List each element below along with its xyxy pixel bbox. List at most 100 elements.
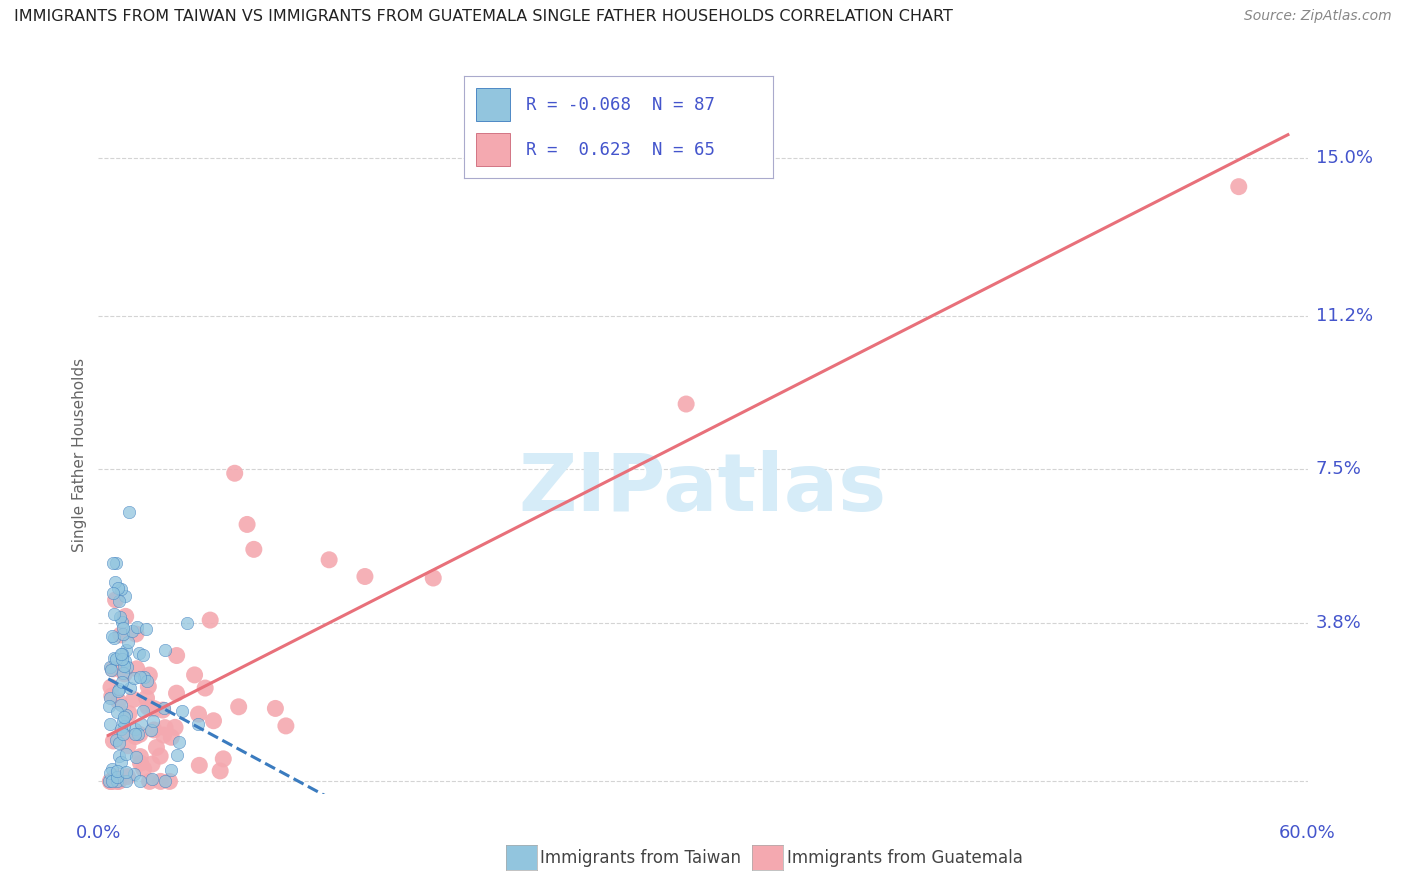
Text: 0.0%: 0.0% — [76, 824, 121, 842]
Point — [115, 643, 138, 657]
Point — [170, 704, 193, 718]
Point — [117, 634, 139, 648]
Point — [107, 749, 129, 764]
Point — [354, 569, 377, 583]
Point — [125, 662, 148, 676]
Point — [124, 726, 146, 740]
Point — [108, 610, 131, 624]
Point — [129, 749, 152, 764]
Point — [141, 757, 163, 772]
Point — [236, 517, 259, 532]
Point — [114, 609, 136, 624]
Point — [135, 690, 157, 705]
Point — [118, 706, 141, 721]
Bar — [477, 133, 510, 166]
Point — [675, 397, 697, 411]
Point — [209, 764, 232, 778]
Point — [115, 659, 138, 673]
Point — [107, 774, 129, 789]
Point — [111, 727, 134, 741]
Text: 15.0%: 15.0% — [1316, 149, 1372, 167]
Point — [104, 592, 127, 607]
Point — [183, 668, 205, 682]
Point — [98, 774, 121, 789]
Point — [114, 708, 136, 723]
Point — [103, 631, 125, 645]
Point — [142, 714, 165, 728]
Point — [202, 714, 225, 728]
Point — [103, 651, 125, 665]
Point — [138, 668, 160, 682]
Point — [112, 709, 135, 723]
Point — [101, 585, 124, 599]
Point — [129, 670, 152, 684]
Point — [160, 763, 183, 777]
Point — [153, 642, 176, 657]
Point — [125, 627, 148, 641]
Point — [98, 766, 121, 780]
Point — [111, 615, 134, 629]
Point — [129, 717, 152, 731]
Point — [160, 731, 183, 745]
Point — [166, 648, 188, 663]
Point — [98, 717, 121, 731]
Point — [101, 689, 124, 703]
Point — [110, 582, 132, 597]
Point — [105, 774, 128, 789]
Point — [105, 770, 128, 784]
Point — [100, 762, 122, 776]
Point — [114, 589, 136, 603]
Text: 7.5%: 7.5% — [1316, 460, 1362, 478]
Point — [122, 692, 145, 706]
Point — [112, 659, 135, 673]
Point — [135, 622, 157, 636]
Point — [103, 575, 125, 590]
Point — [103, 662, 125, 676]
Point — [110, 628, 132, 642]
Point — [112, 666, 135, 681]
Text: ZIPatlas: ZIPatlas — [519, 450, 887, 528]
Point — [125, 749, 148, 764]
Point — [111, 726, 134, 740]
Point — [167, 735, 190, 749]
Point — [100, 680, 122, 694]
Point — [188, 758, 211, 772]
Point — [103, 734, 125, 748]
Point — [101, 774, 124, 789]
Point — [100, 774, 122, 789]
Point — [1227, 179, 1250, 194]
Point — [100, 629, 122, 643]
Point — [98, 690, 121, 705]
Point — [100, 774, 122, 789]
Point — [194, 681, 217, 695]
Point — [128, 727, 150, 741]
Text: Immigrants from Taiwan: Immigrants from Taiwan — [540, 849, 741, 867]
Point — [142, 723, 165, 737]
Point — [166, 686, 188, 700]
Point — [318, 553, 340, 567]
Point — [132, 670, 155, 684]
Point — [128, 646, 150, 660]
Point — [104, 732, 127, 747]
Point — [100, 774, 122, 789]
Point — [108, 736, 131, 750]
Point — [110, 755, 132, 769]
Point — [101, 557, 124, 571]
Y-axis label: Single Father Households: Single Father Households — [72, 358, 87, 552]
Point — [124, 766, 146, 780]
Point — [149, 749, 172, 764]
Point — [112, 719, 135, 733]
Point — [114, 774, 136, 789]
Point — [135, 673, 157, 688]
Point — [121, 624, 143, 638]
Text: 60.0%: 60.0% — [1279, 824, 1336, 842]
Point — [264, 701, 287, 715]
Point — [114, 654, 136, 668]
Point — [274, 719, 297, 733]
Point — [153, 774, 176, 789]
Point — [132, 762, 155, 776]
Point — [152, 728, 174, 742]
Text: R =  0.623  N = 65: R = 0.623 N = 65 — [526, 141, 714, 159]
Point — [114, 747, 136, 761]
Text: Immigrants from Guatemala: Immigrants from Guatemala — [787, 849, 1024, 867]
